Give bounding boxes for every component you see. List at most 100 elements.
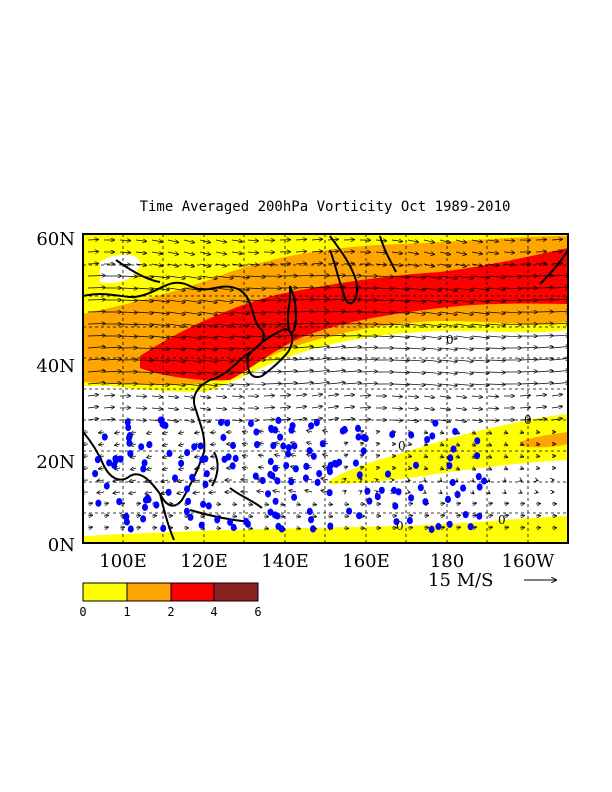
wind-vector bbox=[87, 515, 92, 516]
wind-vector bbox=[183, 396, 194, 398]
wind-vector bbox=[199, 311, 217, 314]
wind-vector bbox=[295, 311, 313, 312]
wind-vector bbox=[551, 335, 568, 336]
genesis-point bbox=[306, 447, 313, 455]
wind-vector bbox=[487, 348, 505, 349]
wind-vector bbox=[471, 348, 489, 349]
wind-vector bbox=[247, 528, 252, 529]
wind-vector bbox=[391, 252, 402, 253]
genesis-point bbox=[106, 459, 113, 467]
wind-vector bbox=[535, 395, 546, 396]
wind-vector bbox=[295, 346, 313, 348]
wind-vector bbox=[119, 312, 137, 313]
genesis-point bbox=[429, 432, 436, 440]
wind-vector bbox=[407, 420, 418, 421]
wind-vector bbox=[376, 491, 378, 492]
genesis-point bbox=[166, 449, 173, 457]
lon-tick-180: 180 bbox=[430, 551, 464, 572]
wind-vector bbox=[295, 287, 313, 288]
genesis-point bbox=[205, 502, 212, 510]
lat-tick-0n: 0N bbox=[48, 535, 75, 556]
wind-vector bbox=[151, 372, 169, 373]
wind-vector bbox=[327, 418, 338, 420]
wind-vector bbox=[87, 407, 98, 408]
wind-vector bbox=[147, 456, 153, 458]
wind-vector bbox=[199, 408, 210, 410]
wind-vector bbox=[135, 336, 153, 337]
wind-vector bbox=[135, 288, 153, 289]
wind-vector bbox=[551, 251, 562, 252]
wind-vector bbox=[179, 432, 185, 433]
genesis-point bbox=[389, 430, 396, 439]
wind-vector bbox=[311, 323, 329, 324]
lon-tick-120e: 120E bbox=[180, 551, 228, 572]
svg-text:0: 0 bbox=[524, 413, 532, 427]
wind-vector bbox=[423, 384, 441, 386]
wind-vector bbox=[343, 383, 361, 384]
wind-vector bbox=[456, 480, 458, 482]
wind-vector bbox=[311, 251, 322, 252]
genesis-point bbox=[141, 459, 148, 467]
wind-vector bbox=[472, 468, 475, 470]
wind-vector bbox=[376, 455, 379, 456]
genesis-point bbox=[183, 507, 190, 515]
wind-vector bbox=[439, 384, 457, 386]
genesis-point bbox=[127, 450, 134, 458]
wind-vector bbox=[87, 527, 92, 528]
wind-vector bbox=[311, 346, 329, 348]
wind-vector bbox=[199, 335, 217, 338]
wind-vector bbox=[375, 252, 386, 253]
wind-vector bbox=[551, 263, 562, 264]
genesis-point bbox=[452, 427, 459, 436]
wind-vector bbox=[199, 264, 210, 266]
wind-vector bbox=[472, 444, 475, 446]
wind-vector bbox=[135, 252, 146, 253]
wind-vector bbox=[504, 432, 507, 433]
genesis-point bbox=[116, 498, 123, 506]
genesis-point bbox=[270, 442, 277, 450]
wind-vector bbox=[183, 252, 194, 255]
genesis-point bbox=[406, 517, 413, 525]
wind-vector bbox=[183, 323, 201, 327]
wind-vector bbox=[215, 300, 233, 302]
wind-vector bbox=[391, 288, 409, 289]
wind-vector bbox=[247, 312, 265, 313]
wind-vector bbox=[291, 454, 297, 456]
wind-vector bbox=[327, 504, 332, 505]
wind-vector bbox=[439, 335, 457, 339]
wind-vector bbox=[275, 443, 281, 444]
wind-vector bbox=[455, 335, 473, 338]
wind-vector bbox=[273, 491, 281, 492]
lat-tick-60n: 60N bbox=[36, 229, 75, 250]
wind-vector bbox=[215, 372, 233, 373]
wind-vector bbox=[551, 287, 568, 288]
wind-vector bbox=[183, 264, 194, 267]
wind-vector bbox=[440, 444, 443, 445]
wind-vector bbox=[375, 336, 393, 337]
wind-vector bbox=[471, 252, 482, 254]
wind-vector bbox=[259, 431, 265, 432]
wind-vector bbox=[215, 396, 226, 397]
genesis-point bbox=[265, 490, 271, 498]
wind-vector bbox=[295, 239, 306, 240]
wind-vector bbox=[407, 300, 425, 302]
wind-vector bbox=[439, 311, 457, 315]
genesis-point bbox=[101, 433, 108, 441]
wind-vector bbox=[259, 467, 265, 468]
genesis-point bbox=[288, 478, 295, 486]
wind-vector bbox=[519, 503, 524, 504]
wind-vector bbox=[439, 287, 457, 291]
wind-vector bbox=[519, 359, 537, 360]
wind-vector bbox=[295, 275, 313, 276]
wind-vector bbox=[311, 382, 329, 384]
genesis-point bbox=[230, 523, 237, 532]
wind-vector bbox=[183, 348, 201, 350]
wind-vector bbox=[455, 252, 466, 254]
wind-vector bbox=[519, 395, 530, 396]
wind-vector bbox=[231, 372, 249, 373]
wind-vector bbox=[151, 288, 169, 290]
wind-vector bbox=[520, 432, 523, 433]
wind-vector bbox=[440, 492, 442, 493]
wind-vector bbox=[503, 276, 521, 277]
map-frame bbox=[82, 233, 569, 544]
